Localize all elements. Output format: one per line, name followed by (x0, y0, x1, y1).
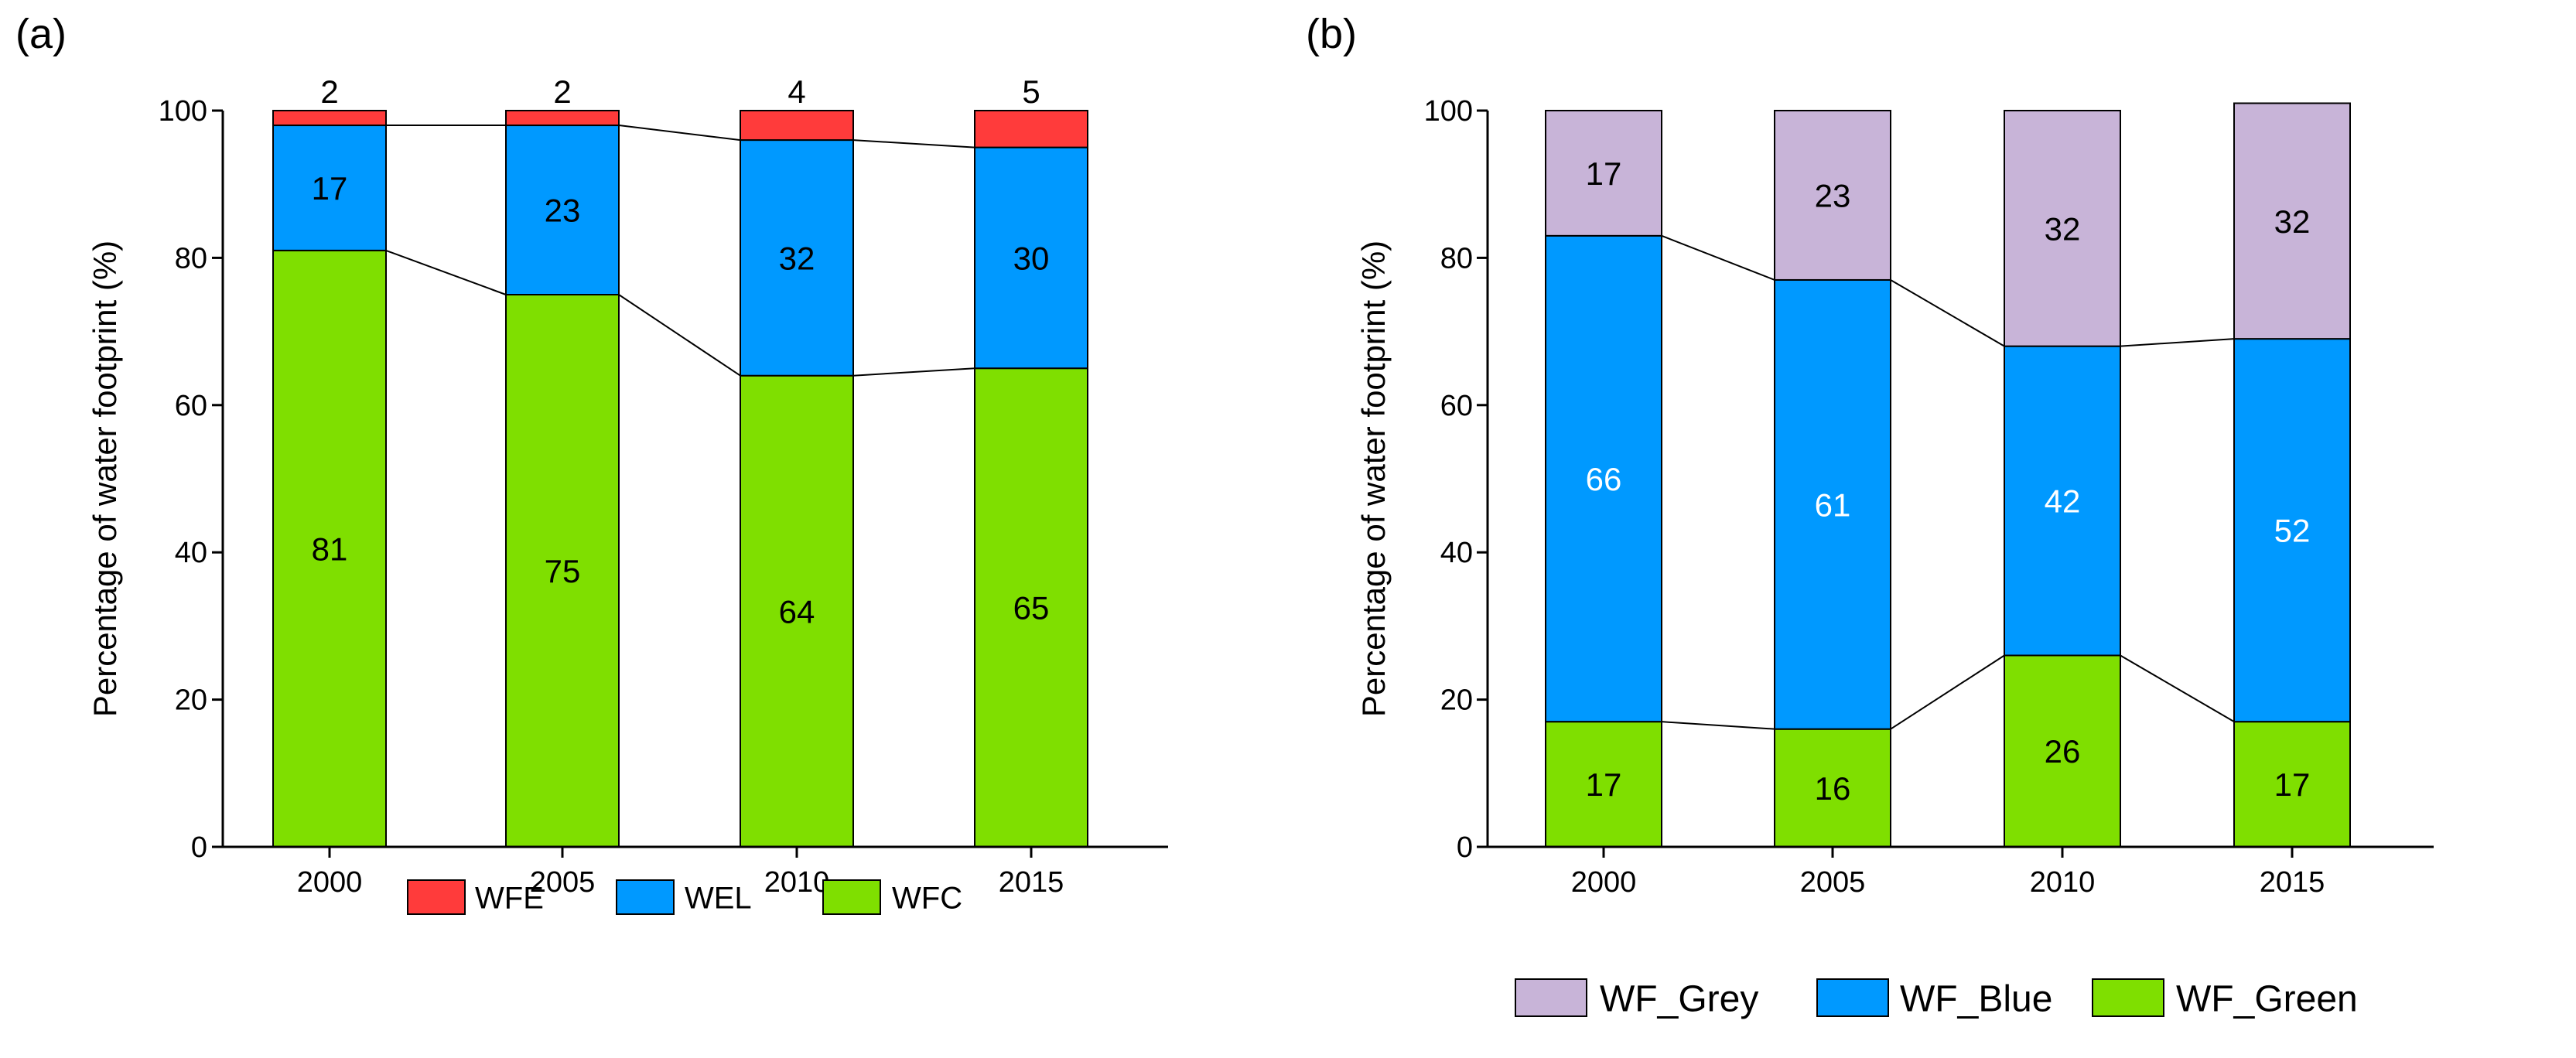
y-tick-label: 40 (175, 537, 207, 569)
bar-wfe-2015 (974, 110, 1088, 148)
data-label-wfe-2015: 5 (1022, 73, 1040, 110)
x-tick-label: 2000 (1571, 866, 1637, 899)
bar-wf-blue-2005 (1774, 278, 1891, 730)
bar-wfe-2010 (740, 110, 854, 142)
x-tick-label: 2010 (764, 866, 830, 899)
bar-wf-grey-2005 (1774, 110, 1891, 281)
legend-label-wfe: WFE (475, 881, 544, 915)
connector-line (1661, 234, 1775, 281)
data-label-wfc-2010: 64 (779, 593, 815, 630)
connector-line (852, 139, 975, 148)
data-label-wf-green-2015: 17 (2274, 766, 2311, 803)
legend-swatch-wf-green (2092, 978, 2164, 1017)
legend-label-wel: WEL (685, 881, 752, 915)
connector-line (1661, 721, 1775, 730)
connector-line (385, 249, 507, 295)
x-tick-label: 2015 (2260, 866, 2325, 899)
legend-label-wf-grey: WF_Grey (1600, 978, 1758, 1019)
x-tick-label: 2005 (1800, 866, 1866, 899)
legend-label-wf-blue: WF_Blue (1900, 978, 2052, 1019)
bar-wf-grey-2000 (1545, 110, 1662, 237)
y-tick-label: 0 (1457, 831, 1473, 864)
bar-wfe-2005 (505, 110, 620, 127)
chart-panel-b: (b) Percentage of water footprint (%) 0 20 4… (1306, 11, 2434, 1019)
y-tick-label: 80 (175, 242, 207, 275)
y-tick-label: 100 (1424, 95, 1473, 128)
x-tick-label: 2015 (999, 866, 1064, 899)
panel-label: (a) (15, 11, 67, 57)
data-label-wf-blue-2015: 52 (2274, 513, 2311, 549)
y-tick-label: 0 (191, 831, 207, 864)
connector-line (618, 125, 741, 142)
data-label-wf-green-2005: 16 (1815, 770, 1851, 807)
legend-swatch-wfc (822, 879, 881, 915)
connector-line (618, 294, 741, 377)
bar-wf-blue-2015 (2233, 338, 2351, 723)
data-label-wf-grey-2000: 17 (1586, 155, 1622, 192)
bar-wel-2010 (740, 139, 854, 377)
data-label-wf-grey-2015: 32 (2274, 203, 2311, 240)
bar-wf-blue-2000 (1545, 234, 1662, 723)
y-tick-label: 60 (1440, 390, 1473, 422)
bar-wf-grey-2010 (2004, 110, 2121, 347)
bar-wf-blue-2010 (2004, 345, 2121, 657)
legend-swatch-wf-grey (1515, 978, 1587, 1017)
bar-wel-2005 (505, 125, 620, 295)
panel-label: (b) (1306, 11, 1357, 57)
data-label-wf-blue-2010: 42 (2045, 483, 2081, 520)
connector-line (852, 367, 975, 377)
bar-wfc-2010 (740, 374, 854, 848)
y-axis-title: Percentage of water footprint (%) (1355, 241, 1392, 717)
bar-wel-2015 (974, 146, 1088, 370)
legend-swatch-wel (616, 879, 675, 915)
legend: WFE WEL WFC (407, 879, 962, 915)
bar-wf-green-2000 (1545, 721, 1662, 848)
data-label-wfc-2015: 65 (1013, 590, 1050, 626)
bar-wel-2000 (272, 125, 387, 251)
bar-wf-green-2015 (2233, 721, 2351, 848)
data-label-wf-grey-2005: 23 (1815, 177, 1851, 213)
data-label-wf-blue-2005: 61 (1815, 486, 1851, 523)
data-label-wfc-2005: 75 (545, 553, 581, 589)
y-tick-label: 20 (1440, 684, 1473, 717)
y-axis-title: Percentage of water footprint (%) (87, 241, 123, 717)
legend-swatch-wfe (407, 879, 466, 915)
chart-panel-a: (a) Percentage of water footprint (%) 0 20 4… (15, 11, 1168, 915)
y-tick-label: 60 (175, 390, 207, 422)
legend-label-wfc: WFC (892, 881, 962, 915)
y-tick-label: 80 (1440, 242, 1473, 275)
data-label-wfe-2000: 2 (320, 73, 338, 110)
data-label-wfc-2000: 81 (312, 531, 348, 567)
legend: WF_Grey WF_Blue WF_Green (1515, 978, 2358, 1019)
y-tick-label: 100 (159, 95, 207, 128)
data-label-wf-green-2010: 26 (2045, 733, 2081, 770)
x-tick-label: 2000 (297, 866, 363, 899)
connector-line (2120, 654, 2235, 723)
connector-line (1890, 654, 2005, 730)
bar-wf-green-2010 (2004, 654, 2121, 848)
connector-line (2120, 338, 2235, 347)
y-tick-label: 20 (175, 684, 207, 717)
connector-line (1890, 279, 2005, 347)
bar-wf-grey-2015 (2233, 102, 2351, 340)
data-label-wel-2010: 32 (779, 240, 815, 276)
x-tick-label: 2010 (2030, 866, 2096, 899)
data-label-wfe-2010: 4 (787, 73, 805, 110)
legend-swatch-wf-blue (1816, 978, 1889, 1017)
y-tick-label: 40 (1440, 537, 1473, 569)
data-label-wel-2015: 30 (1013, 240, 1050, 276)
legend-label-wf-green: WF_Green (2176, 978, 2358, 1019)
bar-wfc-2005 (505, 294, 620, 848)
data-label-wf-green-2000: 17 (1586, 766, 1622, 803)
data-label-wf-blue-2000: 66 (1586, 461, 1622, 497)
bar-wfe-2000 (272, 110, 387, 127)
data-label-wf-grey-2010: 32 (2045, 210, 2081, 247)
bar-wf-green-2005 (1774, 728, 1891, 848)
x-tick-label: 2005 (530, 866, 596, 899)
data-label-wel-2000: 17 (312, 170, 348, 206)
data-label-wfe-2005: 2 (553, 73, 571, 110)
data-label-wel-2005: 23 (545, 193, 581, 229)
